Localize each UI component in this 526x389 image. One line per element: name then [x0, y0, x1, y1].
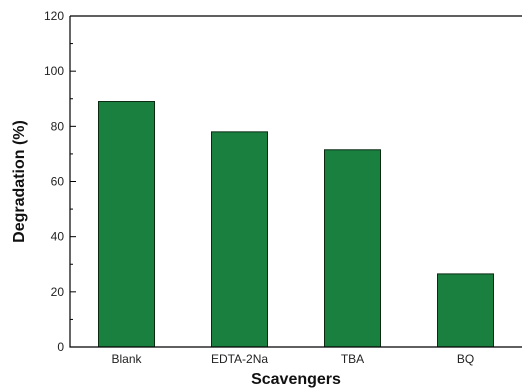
- y-axis-ticks: 0 20 40 60 80 100 120: [44, 9, 76, 354]
- y-tick-label: 100: [44, 64, 64, 78]
- x-tick-label: EDTA-2Na: [211, 352, 268, 366]
- y-tick-label: 80: [51, 119, 65, 133]
- x-axis-ticks: Blank EDTA-2Na TBA BQ: [111, 342, 474, 366]
- bars: [98, 101, 494, 348]
- bar-tba: [324, 149, 381, 348]
- y-axis-label: Degradation (%): [11, 120, 28, 243]
- bar-bq: [437, 273, 494, 348]
- axis-frame: [69, 15, 522, 348]
- y-tick-label: 40: [51, 230, 65, 244]
- bar-edta-2na: [211, 131, 268, 348]
- y-tick-label: 120: [44, 9, 64, 23]
- x-tick-label: TBA: [341, 352, 364, 366]
- bar-blank: [98, 101, 155, 348]
- y-tick-label: 0: [57, 340, 64, 354]
- x-axis-label: Scavengers: [251, 371, 341, 388]
- x-tick-label: Blank: [111, 352, 142, 366]
- y-tick-label: 60: [51, 175, 65, 189]
- y-tick-label: 20: [51, 285, 65, 299]
- x-tick-label: BQ: [457, 352, 474, 366]
